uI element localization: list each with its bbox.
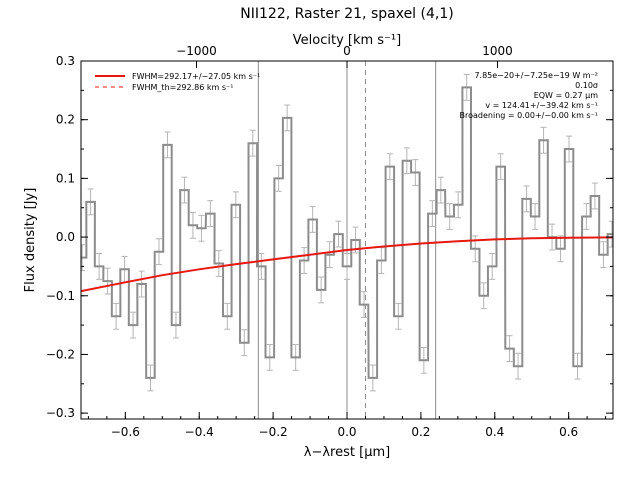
y-tick-label: −0.1: [46, 289, 75, 303]
top-tick-label: 0: [343, 44, 351, 58]
legend-label-1: FWHM_th=292.86 km s⁻¹: [132, 83, 233, 92]
y-tick-label: 0.1: [56, 171, 75, 185]
annotation-0: 7.85e−20+/−7.25e−19 W m⁻²: [474, 71, 598, 80]
axis-layer: −0.6 −0.4 −0.2 0.0 0.2 0.4 0.6 −0.3 −0.2 −0.1 0.0 0…: [46, 44, 613, 439]
reference-lines: [257, 61, 437, 419]
x-tick-label: −0.2: [259, 425, 288, 439]
annotation-2: EQW = 0.27 μm: [534, 91, 598, 100]
y-axis-label: Flux density [Jy]: [23, 188, 38, 293]
x-tick-label: 0.0: [337, 425, 356, 439]
x-axis-label: λ−λrest [μm]: [304, 445, 390, 460]
annotation-4: Broadening = 0.00+/−0.00 km s⁻¹: [460, 111, 598, 120]
x-tick-label: −0.6: [111, 425, 140, 439]
top-tick-label: −1000: [176, 44, 217, 58]
y-tick-label: 0.3: [56, 54, 75, 68]
top-axis-label: Velocity [km s⁻¹]: [293, 33, 401, 48]
annotation-3: v = 124.41+/−39.42 km s⁻¹: [485, 101, 598, 110]
y-tick-label: 0.2: [56, 113, 75, 127]
x-tick-label: 0.2: [411, 425, 430, 439]
x-tick-label: 0.4: [485, 425, 504, 439]
chart-title: NII122, Raster 21, spaxel (4,1): [240, 6, 453, 22]
y-tick-label: −0.2: [46, 347, 75, 361]
x-tick-label: −0.4: [185, 425, 214, 439]
fit-line: [81, 236, 613, 293]
legend-label-0: FWHM=292.17+/−27.05 km s⁻¹: [132, 72, 260, 81]
series-clip: [81, 73, 613, 392]
x-tick-label: 0.6: [559, 425, 578, 439]
top-tick-label: 1000: [482, 44, 513, 58]
spectrum-step-line: [81, 86, 613, 379]
series-layer: [81, 73, 613, 392]
legend: FWHM=292.17+/−27.05 km s⁻¹ FWHM_th=292.86…: [95, 72, 260, 92]
y-tick-label: 0.0: [56, 230, 75, 244]
y-tick-label: −0.3: [46, 406, 75, 420]
annotation-1: 0.10σ: [575, 81, 598, 90]
